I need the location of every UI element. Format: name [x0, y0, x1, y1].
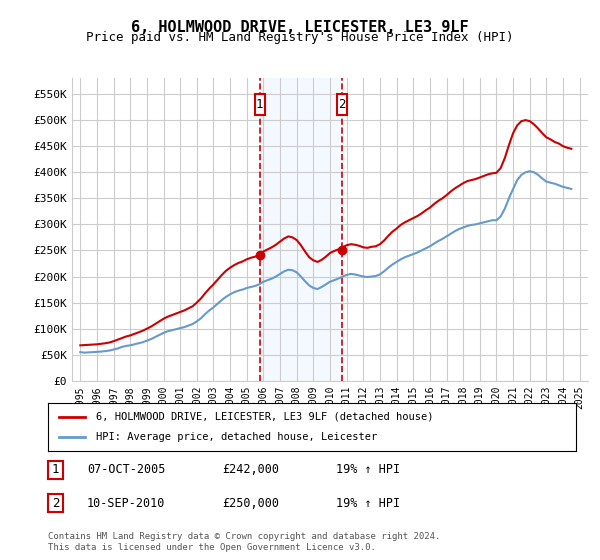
FancyBboxPatch shape	[337, 94, 347, 115]
Bar	[260, 78, 341, 381]
Text: 6, HOLMWOOD DRIVE, LEICESTER, LE3 9LF: 6, HOLMWOOD DRIVE, LEICESTER, LE3 9LF	[131, 20, 469, 35]
Text: 10-SEP-2010: 10-SEP-2010	[87, 497, 166, 510]
Text: HPI: Average price, detached house, Leicester: HPI: Average price, detached house, Leic…	[95, 432, 377, 442]
Text: £242,000: £242,000	[222, 463, 279, 477]
Text: 2: 2	[52, 497, 59, 510]
Text: £250,000: £250,000	[222, 497, 279, 510]
Text: Price paid vs. HM Land Registry's House Price Index (HPI): Price paid vs. HM Land Registry's House …	[86, 31, 514, 44]
Text: 6, HOLMWOOD DRIVE, LEICESTER, LE3 9LF (detached house): 6, HOLMWOOD DRIVE, LEICESTER, LE3 9LF (d…	[95, 412, 433, 422]
Text: 19% ↑ HPI: 19% ↑ HPI	[336, 497, 400, 510]
Text: 19% ↑ HPI: 19% ↑ HPI	[336, 463, 400, 477]
FancyBboxPatch shape	[254, 94, 265, 115]
Text: 1: 1	[256, 98, 263, 111]
Text: Contains HM Land Registry data © Crown copyright and database right 2024.
This d: Contains HM Land Registry data © Crown c…	[48, 532, 440, 552]
Text: 2: 2	[338, 98, 346, 111]
Text: 07-OCT-2005: 07-OCT-2005	[87, 463, 166, 477]
Text: 1: 1	[52, 463, 59, 477]
